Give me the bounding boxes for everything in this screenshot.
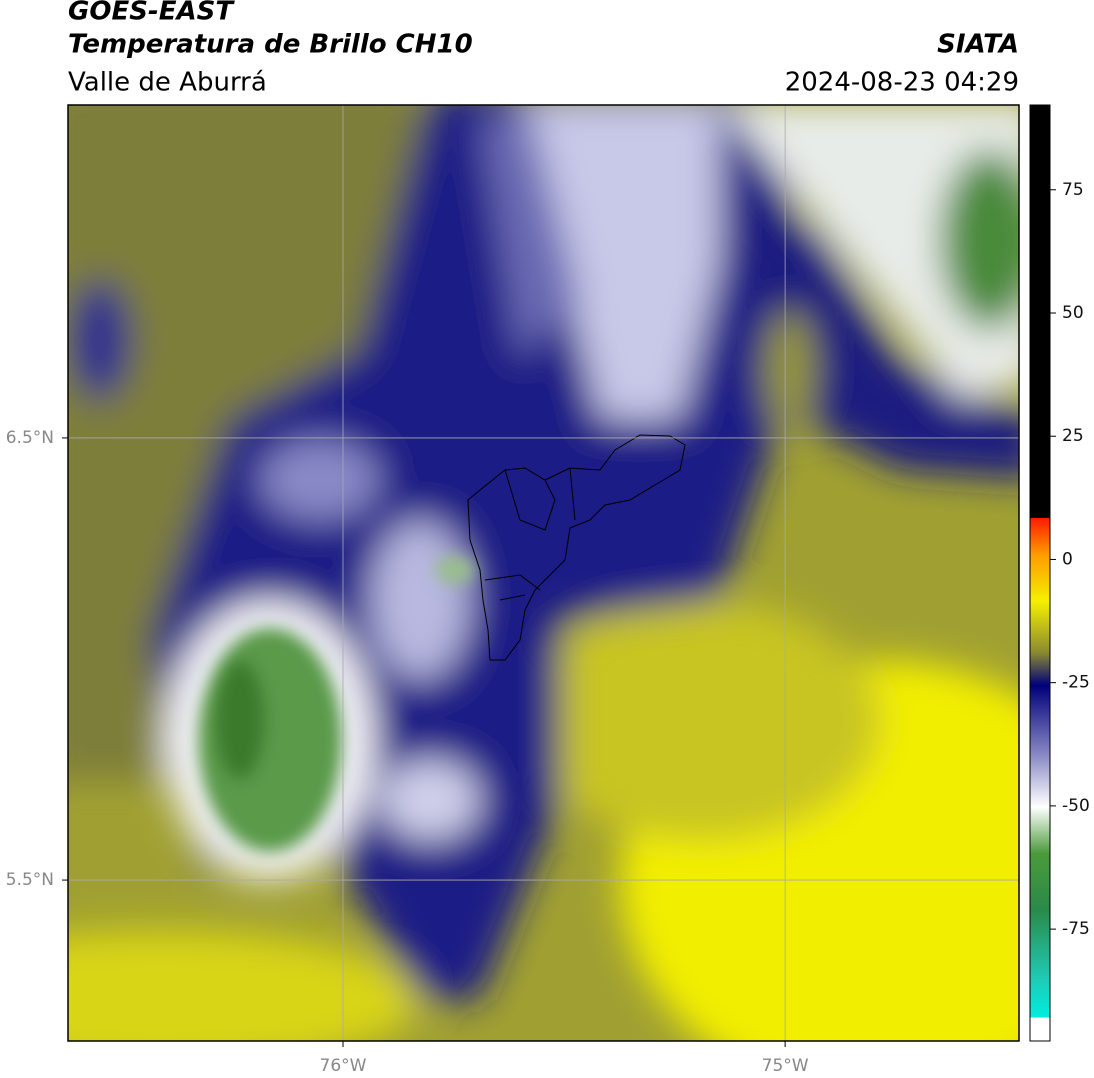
colorbar-tick-label: 50	[1062, 303, 1084, 323]
x-tick-label: 76°W	[320, 1056, 367, 1076]
colorbar-tick-label: 75	[1062, 180, 1084, 200]
x-tick-label: 75°W	[762, 1056, 809, 1076]
aburra-boundary	[467, 434, 686, 661]
colorbar	[1029, 104, 1051, 1042]
source: SIATA	[937, 30, 1019, 60]
colorbar-tick-label: -75	[1062, 919, 1090, 939]
title: GOES-EAST	[68, 0, 235, 27]
colorbar-tick-label: 25	[1062, 426, 1084, 446]
y-tick-label: 5.5°N	[6, 870, 54, 890]
colorbar-tick-label: 0	[1062, 549, 1073, 569]
colorbar-tick-label: -50	[1062, 796, 1090, 816]
map-frame	[67, 104, 1020, 1042]
timestamp: 2024-08-23 04:29	[785, 68, 1019, 98]
subtitle: Temperatura de Brillo CH10	[68, 30, 473, 60]
colorbar-tick-label: -25	[1062, 673, 1090, 693]
region: Valle de Aburrá	[68, 68, 267, 98]
satellite-image	[68, 105, 1019, 1041]
y-tick-label: 6.5°N	[6, 428, 54, 448]
